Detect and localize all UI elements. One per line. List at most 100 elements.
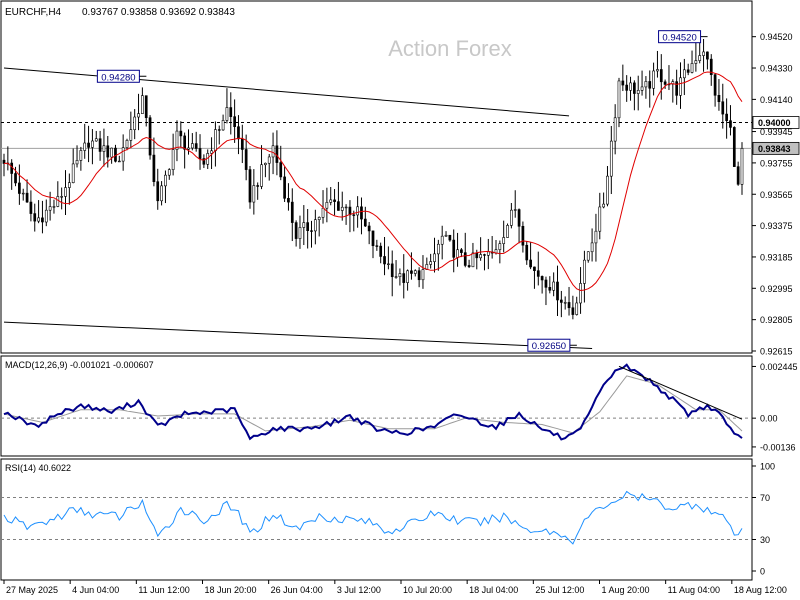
candle-body — [544, 279, 548, 288]
price-tick-label: 0.94330 — [760, 64, 793, 74]
candle-body — [340, 206, 344, 211]
candle-body — [536, 270, 540, 277]
candle-body — [725, 113, 728, 121]
candle-body — [56, 196, 60, 207]
candle-body — [433, 253, 436, 262]
candle — [244, 134, 248, 181]
candle — [283, 166, 286, 202]
annotation-box — [96, 69, 140, 83]
candle — [732, 126, 736, 167]
candle-body — [279, 162, 283, 178]
candle-body — [363, 218, 367, 227]
rsi-levels — [1, 497, 752, 540]
level-price-tag-box — [752, 116, 800, 129]
candle-body — [329, 199, 333, 203]
price-y-axis: 0.94520 0.94330 0.94140 0.93945 0.93755 0.935… — [752, 32, 800, 357]
candle-body — [225, 107, 229, 121]
candle-body — [502, 237, 506, 244]
candle — [237, 115, 240, 155]
candle — [225, 88, 229, 124]
candle — [510, 202, 513, 229]
candle-body — [709, 58, 713, 75]
candle — [448, 234, 452, 242]
candle — [394, 260, 398, 279]
candle-body — [94, 138, 98, 142]
candle-body — [87, 142, 90, 148]
price-tick-label: 0.92995 — [760, 284, 793, 294]
candle-body — [602, 203, 605, 208]
rsi-tick-label: 70 — [760, 493, 770, 503]
candle-body — [679, 77, 682, 96]
candle — [33, 203, 37, 232]
candle-body — [479, 254, 482, 259]
candle — [267, 153, 271, 181]
candle-body — [98, 138, 102, 152]
candle — [79, 146, 83, 171]
macd-panel: MACD(12,26,9) -0.001021 -0.000607 0.0024… — [0, 355, 798, 457]
macd-tick-label: -0.00136 — [760, 442, 796, 452]
candle-body — [732, 127, 736, 167]
price-tick-label: 0.92805 — [760, 315, 793, 325]
candle-body — [202, 158, 206, 165]
candle — [325, 187, 329, 223]
candle — [598, 192, 602, 240]
candle — [498, 240, 502, 264]
candle — [29, 190, 33, 222]
time-tick-label: 3 Jul 12:00 — [337, 585, 381, 595]
macd-tick-label: 0.00 — [760, 414, 778, 424]
candle-body — [402, 273, 406, 283]
candle-body — [137, 113, 140, 118]
candle — [729, 105, 732, 136]
candle-body — [586, 251, 590, 261]
candle — [164, 170, 167, 204]
candle — [64, 170, 67, 216]
rsi-tick-label: 30 — [760, 535, 770, 545]
candle-body — [686, 69, 690, 73]
annotation-label: 0.94520 — [662, 33, 696, 44]
rsi-series — [3, 490, 743, 545]
candle — [471, 242, 475, 268]
candle — [229, 92, 233, 135]
candle-body — [240, 138, 244, 150]
candle — [190, 133, 194, 151]
candle — [248, 166, 252, 209]
price-annotation: 0.94280 — [96, 69, 147, 83]
candle — [559, 290, 563, 318]
candle-body — [325, 202, 329, 209]
time-tick-label: 1 Aug 20:00 — [601, 585, 649, 595]
candle-body — [371, 230, 375, 247]
candle-body — [583, 259, 586, 284]
candle-body — [260, 164, 263, 187]
candle — [141, 87, 144, 114]
candle-body — [552, 281, 556, 291]
candle-body — [29, 201, 33, 214]
candle — [290, 188, 294, 242]
candle — [502, 220, 506, 253]
candle-body — [521, 225, 525, 246]
candle-body — [606, 175, 609, 205]
candle-body — [129, 129, 133, 141]
candle-body — [421, 269, 425, 281]
candle-body — [264, 162, 267, 166]
candle-body — [71, 163, 75, 183]
candle — [483, 253, 486, 271]
candle-body — [167, 169, 171, 176]
candle-body — [313, 219, 317, 232]
candle — [625, 75, 629, 102]
candle-body — [510, 209, 513, 226]
symbol-label: EURCHF,H4 — [5, 7, 62, 18]
candle-body — [513, 209, 517, 211]
candle — [694, 42, 698, 72]
candle — [479, 237, 482, 261]
candle-body — [448, 234, 452, 241]
macd-tick-label: 0.002445 — [760, 362, 798, 372]
candle — [540, 275, 544, 294]
candle-body — [25, 192, 29, 203]
candle — [148, 115, 152, 160]
candle-body — [625, 84, 629, 91]
time-tick-label: 10 Jul 20:00 — [403, 585, 452, 595]
candle-body — [175, 130, 179, 150]
candle — [310, 220, 313, 248]
watermark: Action Forex — [388, 36, 512, 61]
candle-body — [413, 270, 417, 274]
